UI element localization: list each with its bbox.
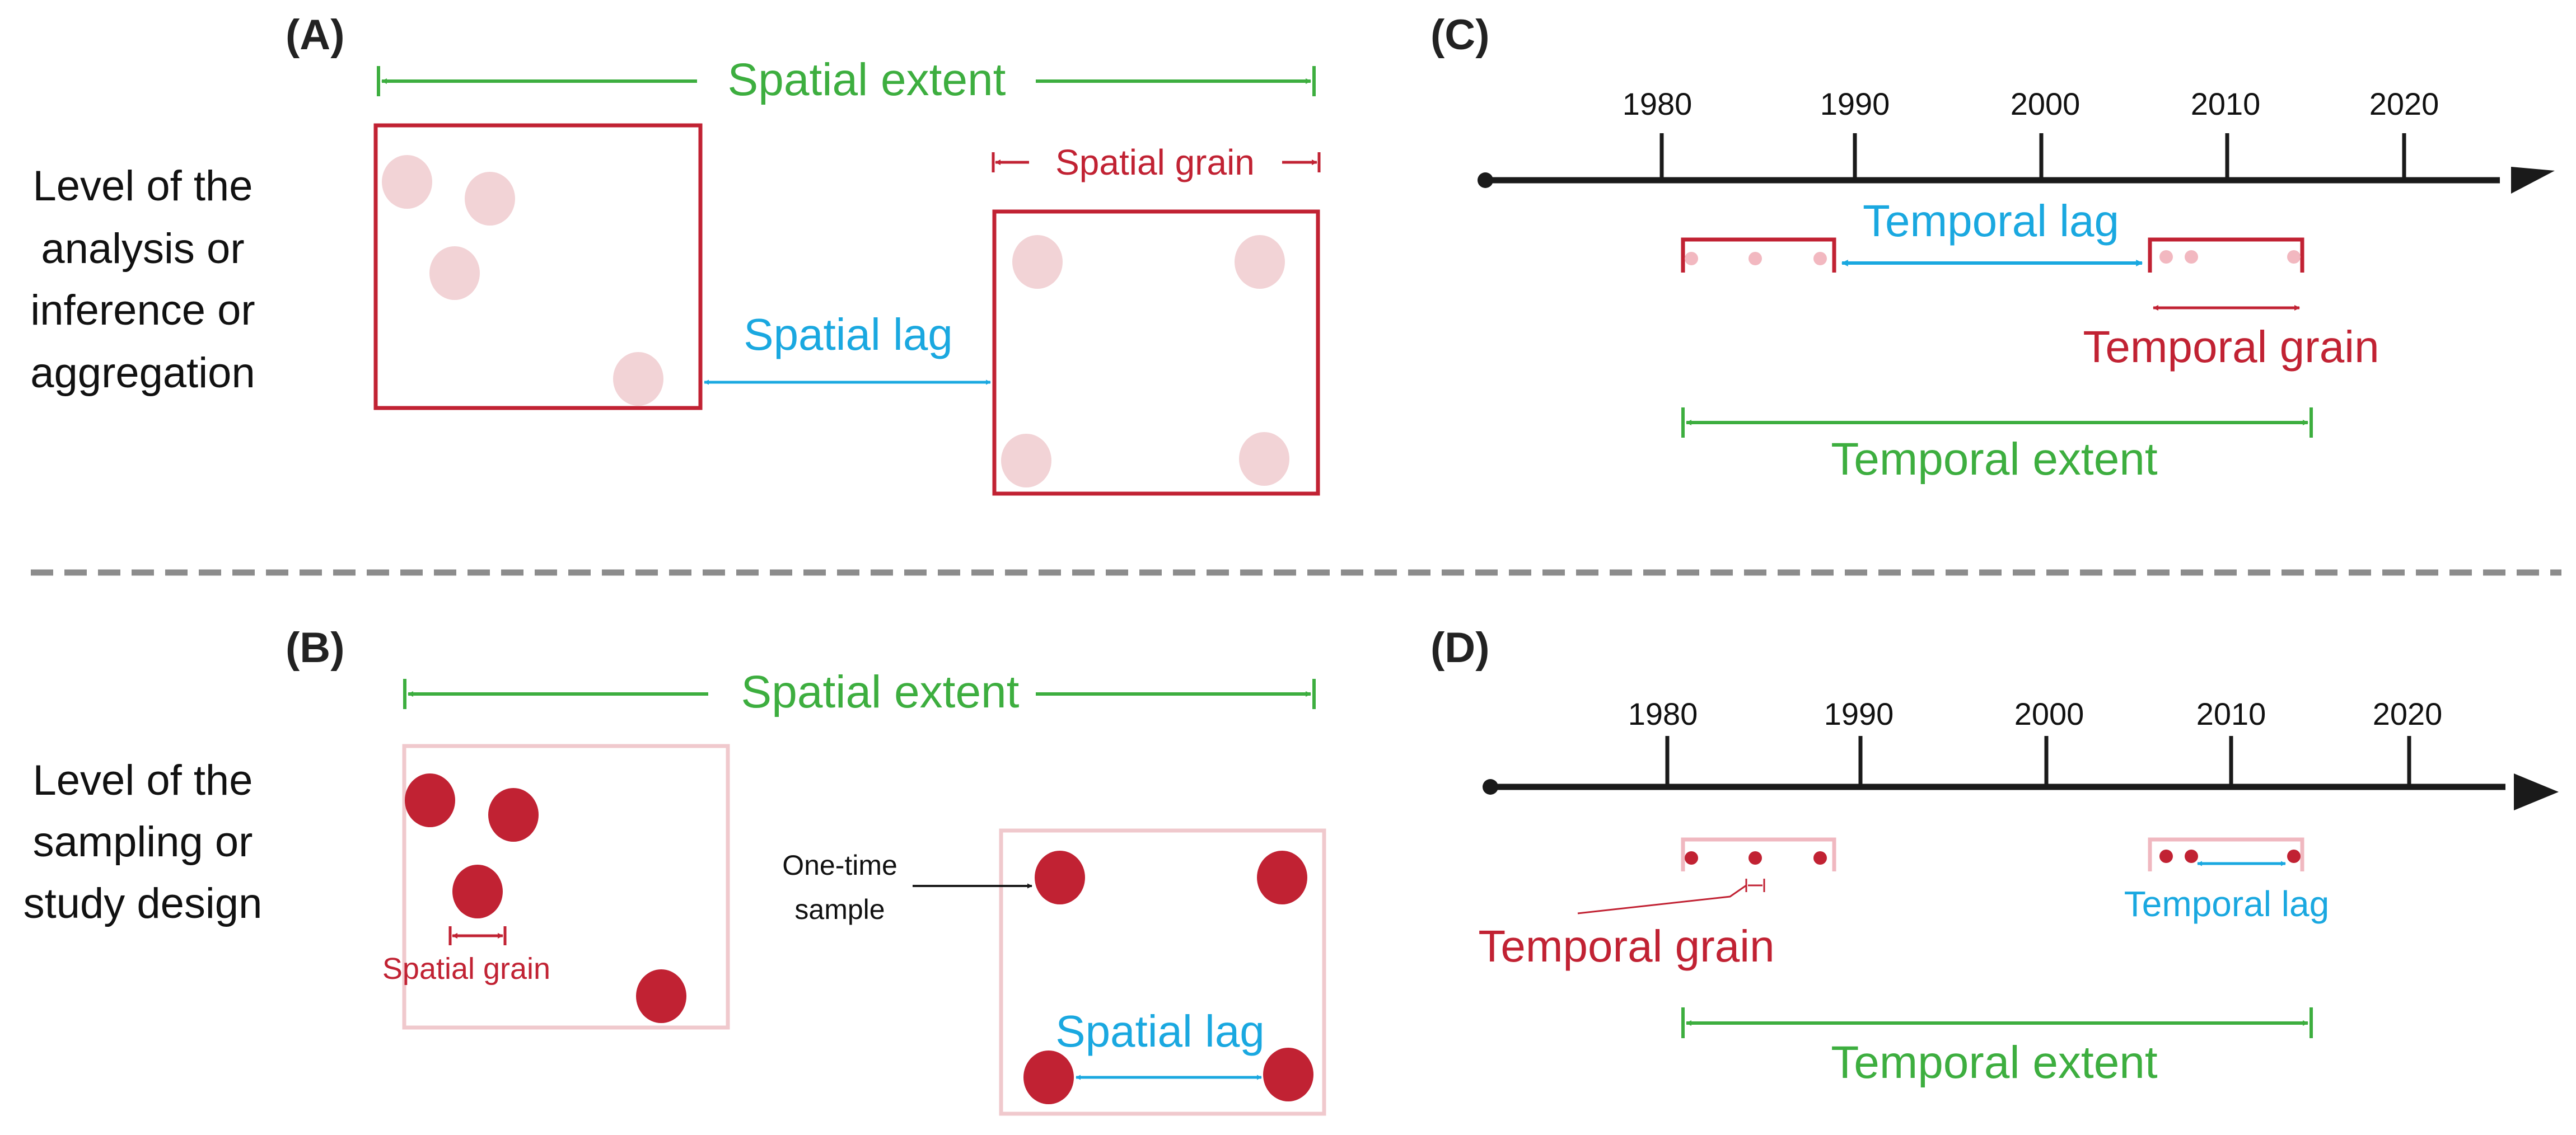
sample-point bbox=[405, 773, 455, 827]
spatial-extent-label: Spatial extent bbox=[728, 54, 1006, 105]
sample-point bbox=[465, 172, 515, 226]
panel-d-letter: (D) bbox=[1430, 624, 1490, 672]
timeline-axis: 1980 1990 2000 2010 2020 bbox=[1483, 696, 2559, 810]
one-time-sample-label: One-time bbox=[782, 850, 897, 881]
sample-time-dot bbox=[2159, 850, 2173, 863]
sample-time-dot bbox=[2159, 250, 2173, 264]
year-label: 2000 bbox=[2011, 86, 2081, 121]
sample-time-dot bbox=[1748, 252, 1762, 265]
sampling-plot-left bbox=[402, 744, 730, 1030]
sample-point bbox=[488, 788, 539, 842]
aggregation-window-right bbox=[2148, 237, 2304, 273]
year-label: 1990 bbox=[1820, 86, 1890, 121]
panel-c: (C) 1980 1990 2000 2010 2020 T bbox=[1430, 11, 2555, 485]
panel-a: (A) Spatial extent Spatial grain Spatial… bbox=[286, 11, 1321, 496]
sample-point bbox=[1257, 851, 1307, 904]
year-label: 1980 bbox=[1623, 86, 1693, 121]
temporal-grain-label: Temporal grain bbox=[1478, 921, 1774, 971]
row-label-line: sampling or bbox=[33, 818, 253, 866]
sample-point bbox=[1035, 851, 1085, 904]
panel-a-letter: (A) bbox=[286, 11, 345, 59]
aggregation-plot-right bbox=[992, 209, 1320, 496]
row-label-line: aggregation bbox=[30, 349, 255, 397]
sample-time-dot bbox=[2185, 850, 2198, 863]
temporal-lag-label: Temporal lag bbox=[2124, 884, 2329, 924]
aggregation-window-left bbox=[1681, 237, 1836, 273]
year-label: 2020 bbox=[2369, 86, 2439, 121]
year-label: 1980 bbox=[1628, 696, 1698, 731]
panel-b-letter: (B) bbox=[286, 624, 345, 672]
spatial-lag-label: Spatial lag bbox=[744, 309, 953, 359]
one-time-sample-label: sample bbox=[794, 894, 885, 925]
row-label-line: inference or bbox=[30, 287, 255, 334]
temporal-extent-label: Temporal extent bbox=[1831, 1037, 2158, 1088]
spatial-grain-label: Spatial grain bbox=[1055, 142, 1255, 182]
sample-time-dot bbox=[1685, 851, 1698, 865]
sample-point bbox=[1001, 434, 1051, 487]
spatial-lag-label: Spatial lag bbox=[1055, 1006, 1265, 1056]
temporal-grain-label: Temporal grain bbox=[2083, 322, 2379, 372]
row-label-line: Level of the bbox=[33, 162, 253, 210]
aggregated-samples bbox=[382, 155, 1289, 487]
sample-point bbox=[636, 969, 686, 1023]
spatial-grain-label: Spatial grain bbox=[382, 952, 550, 986]
sample-time-dot bbox=[1813, 851, 1827, 865]
one-time-sample-times bbox=[1685, 850, 2301, 865]
sample-time-dot bbox=[1813, 252, 1827, 265]
sample-point bbox=[1239, 432, 1289, 486]
year-label: 2010 bbox=[2191, 86, 2261, 121]
sample-point bbox=[429, 246, 480, 300]
year-label: 1990 bbox=[1824, 696, 1894, 731]
sample-time-dot bbox=[2185, 250, 2198, 264]
row-label-line: analysis or bbox=[41, 225, 244, 273]
sample-point bbox=[382, 155, 432, 209]
sample-time-dot bbox=[1748, 851, 1762, 865]
temporal-extent-label: Temporal extent bbox=[1831, 434, 2158, 485]
aggregation-plot-left bbox=[373, 123, 703, 410]
sample-point bbox=[1023, 1050, 1074, 1104]
temporal-grain-pointer bbox=[1577, 884, 1747, 914]
row-label-sampling: Level of the sampling or study design bbox=[24, 757, 263, 927]
panel-d: (D) 1980 1990 2000 2010 2020 bbox=[1430, 624, 2559, 1088]
sampling-window-right bbox=[2148, 837, 2304, 871]
one-time-samples bbox=[405, 773, 1313, 1104]
sample-point bbox=[1263, 1048, 1313, 1101]
year-label: 2010 bbox=[2196, 696, 2266, 731]
timeline-axis: 1980 1990 2000 2010 2020 bbox=[1478, 86, 2555, 194]
sample-point bbox=[613, 352, 663, 406]
sample-point bbox=[1012, 235, 1063, 289]
sample-point bbox=[1235, 235, 1285, 289]
sample-time-dot bbox=[2287, 850, 2301, 863]
timeline-arrowhead bbox=[2511, 167, 2555, 194]
row-label-line: study design bbox=[24, 880, 263, 927]
year-label: 2020 bbox=[2373, 696, 2443, 731]
year-label: 2000 bbox=[2014, 696, 2084, 731]
row-label-analysis: Level of the analysis or inference or ag… bbox=[30, 162, 255, 397]
panel-b: (B) Spatial extent Spatial grain One-tim… bbox=[286, 624, 1326, 1116]
sampling-plot-right bbox=[999, 828, 1326, 1116]
spatial-extent-label: Spatial extent bbox=[741, 667, 1020, 717]
sampling-window-left bbox=[1681, 837, 1836, 871]
row-label-line: Level of the bbox=[33, 757, 253, 804]
temporal-lag-label: Temporal lag bbox=[1863, 196, 2119, 246]
panel-c-letter: (C) bbox=[1430, 11, 1490, 59]
sample-time-dot bbox=[1685, 252, 1698, 265]
sample-time-dot bbox=[2287, 250, 2301, 264]
sample-point bbox=[452, 865, 503, 918]
aggregated-sample-times bbox=[1685, 250, 2301, 265]
timeline-arrowhead bbox=[2514, 773, 2559, 810]
